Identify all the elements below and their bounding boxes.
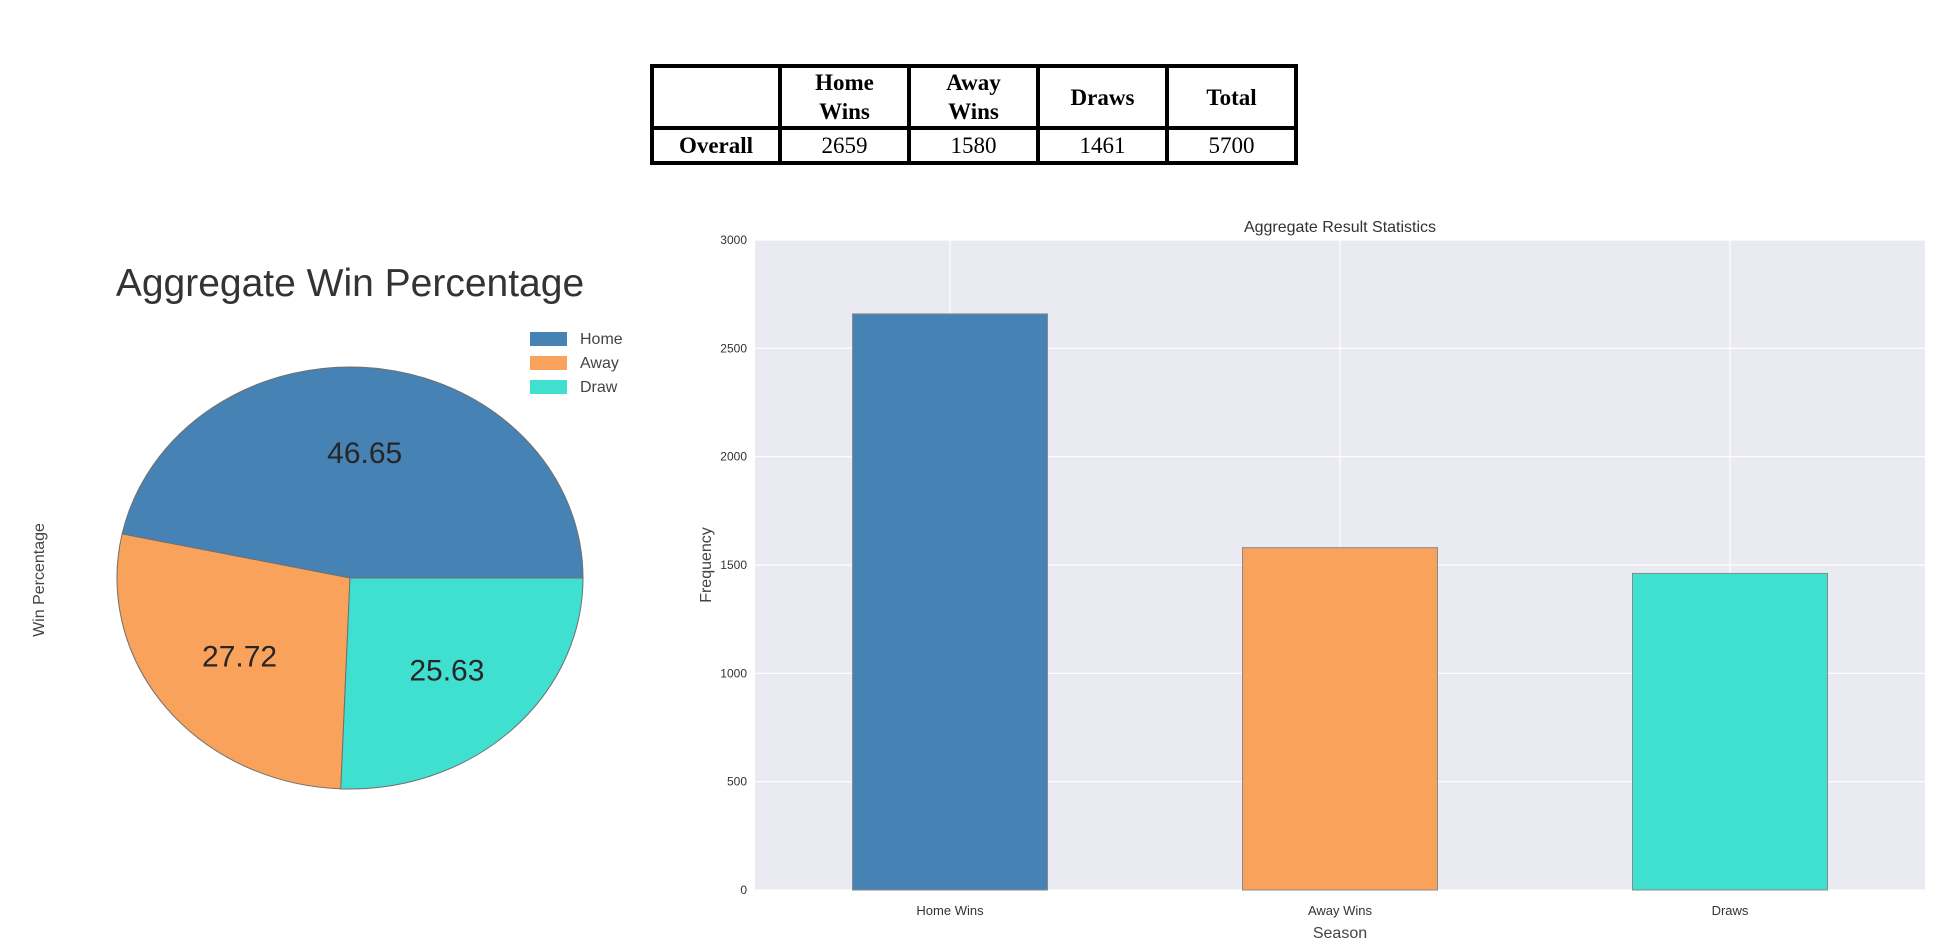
x-tick-label: Away Wins: [1308, 903, 1373, 918]
bar-draws: [1632, 572, 1828, 891]
results-table: Home Wins Away Wins Draws Total Overall …: [650, 64, 1298, 165]
pie-slice-away: [116, 533, 351, 790]
y-tick-label: 2000: [720, 450, 747, 464]
y-tick-label: 0: [740, 883, 747, 897]
table-row-label: Overall: [650, 126, 782, 165]
pie-chart-title: Aggregate Win Percentage: [116, 262, 584, 305]
legend-swatch-draw: [530, 380, 567, 394]
table-header-away-wins-line1: Away: [946, 70, 1001, 95]
x-tick-label: Draws: [1712, 903, 1749, 918]
table-cell-away-wins: 1580: [907, 126, 1040, 165]
pie-chart: Aggregate Win Percentage Win Percentage 46…: [31, 262, 623, 790]
x-tick-label: Home Wins: [916, 903, 984, 918]
legend-label-draw: Draw: [580, 379, 618, 396]
table-cell-home-wins: 2659: [778, 126, 911, 165]
bar-chart-title: Aggregate Result Statistics: [1244, 219, 1436, 236]
table-header-home-wins: Home Wins: [778, 64, 911, 130]
bar-y-axis-label: Frequency: [698, 527, 715, 603]
pie-data-label-draw: 25.63: [409, 654, 484, 687]
y-tick-label: 1000: [720, 666, 747, 680]
y-tick-label: 500: [727, 775, 747, 789]
table-cell-total: 5700: [1165, 126, 1298, 165]
table-header-draws: Draws: [1036, 64, 1169, 130]
table-row: Overall 2659 1580 1461 5700: [650, 126, 1298, 165]
pie-data-label-home: 46.65: [327, 437, 402, 470]
bar-x-axis-label: Season: [1313, 925, 1367, 940]
y-tick-label: 1500: [720, 558, 747, 572]
legend-label-home: Home: [580, 331, 623, 348]
table-header-corner: [650, 64, 782, 130]
pie-slice-draw: [340, 577, 584, 790]
bar-away-wins: [1242, 547, 1438, 891]
table-header-away-wins: Away Wins: [907, 64, 1040, 130]
pie-y-axis-label: Win Percentage: [31, 523, 48, 637]
bar-chart: 0 500 1000 1500 2000 2500 3000 Home Wins Away Wi…: [698, 219, 1925, 940]
pie-data-label-away: 27.72: [202, 641, 277, 674]
y-tick-label: 3000: [720, 233, 747, 247]
y-tick-label: 2500: [720, 341, 747, 355]
table-header-home-wins-line2: Wins: [819, 99, 870, 124]
bar-home-wins: [852, 313, 1048, 891]
legend-swatch-away: [530, 356, 567, 370]
legend-label-away: Away: [580, 355, 619, 372]
table-header-home-wins-line1: Home: [815, 70, 874, 95]
table-header-total: Total: [1165, 64, 1298, 130]
table-cell-draws: 1461: [1036, 126, 1169, 165]
pie-slice-home: [121, 366, 584, 579]
table-header-row: Home Wins Away Wins Draws Total: [650, 64, 1298, 130]
legend-swatch-home: [530, 332, 567, 346]
table-header-away-wins-line2: Wins: [948, 99, 999, 124]
